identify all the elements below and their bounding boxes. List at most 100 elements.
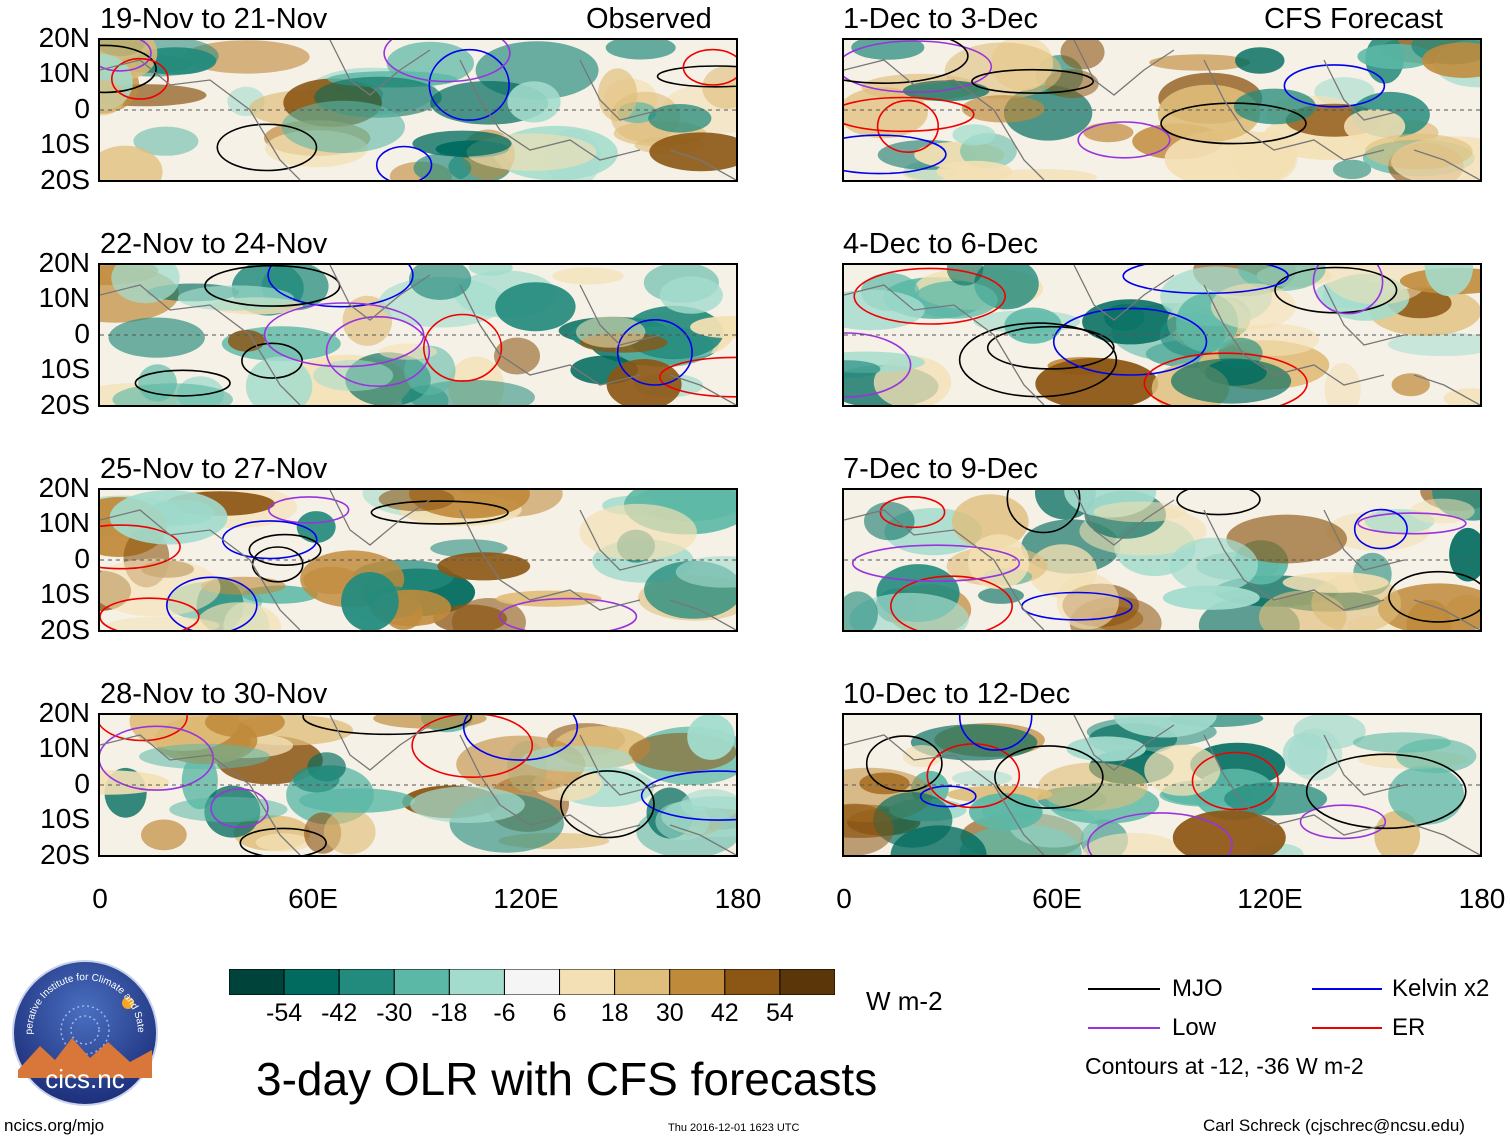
olr-anomaly-blob: [298, 788, 415, 813]
map-panel-obs-1: [98, 38, 738, 182]
lat-label: 10S: [40, 803, 90, 834]
olr-anomaly-blob: [133, 126, 199, 156]
coastline: [100, 265, 736, 405]
wave-contour: [100, 40, 152, 72]
olr-anomaly-blob: [649, 132, 736, 172]
map-panel-obs-4: [98, 713, 738, 857]
olr-field: [100, 715, 736, 855]
legend-swatch-kelvin: [1312, 988, 1382, 990]
legend-label-mjo: MJO: [1172, 975, 1223, 1002]
olr-anomaly-blob: [1287, 728, 1343, 781]
olr-anomaly-blob: [111, 265, 180, 304]
olr-anomaly-blob: [1352, 732, 1452, 753]
olr-field: [844, 265, 1480, 405]
olr-anomaly-blob: [1169, 537, 1258, 593]
olr-anomaly-blob: [379, 343, 438, 360]
colorbar-tick: -54: [266, 999, 303, 1027]
olr-anomaly-blob: [890, 825, 987, 855]
wave-contour: [411, 715, 534, 778]
wave-contour: [656, 65, 736, 88]
lat-label: 10S: [40, 353, 90, 384]
wave-contour: [111, 57, 169, 100]
wave-contour: [1353, 508, 1408, 550]
olr-anomaly-blob: [951, 494, 1029, 549]
olr-anomaly-blob: [1210, 283, 1296, 330]
colorbar-bin: [559, 969, 616, 995]
olr-anomaly-blob: [521, 745, 633, 772]
olr-anomaly-blob: [1424, 265, 1474, 297]
olr-anomaly-blob: [952, 124, 996, 146]
olr-anomaly-blob: [1082, 832, 1185, 855]
wave-contour: [844, 40, 993, 93]
olr-anomaly-blob: [851, 40, 925, 60]
olr-anomaly-blob: [912, 280, 998, 319]
olr-anomaly-blob: [597, 68, 638, 122]
wave-contour: [682, 48, 736, 86]
olr-anomaly-blob: [984, 169, 1097, 180]
olr-anomaly-blob: [1113, 715, 1217, 738]
wave-contour: [1077, 121, 1171, 159]
wave-contour: [325, 315, 431, 388]
footer-author: Carl Schreck (cjschrec@ncsu.edu): [1203, 1116, 1465, 1135]
colorbar-tick: 6: [552, 999, 567, 1027]
panel-title-obs-2: 22-Nov to 24-Nov: [100, 228, 328, 260]
panel-title-fcst-1: 1-Dec to 3-Dec: [843, 3, 1039, 35]
main-title: 3-day OLR with CFS forecasts: [256, 1053, 878, 1105]
olr-anomaly-blob: [1162, 585, 1260, 610]
olr-anomaly-blob: [437, 552, 531, 581]
wave-contour: [890, 575, 1013, 630]
olr-field: [100, 265, 736, 405]
wave-contour: [302, 715, 473, 736]
wave-contour: [499, 597, 638, 630]
olr-anomaly-blob: [255, 833, 311, 852]
olr-anomaly-blob: [952, 770, 1013, 787]
legend-label-er: ER: [1392, 1014, 1426, 1041]
wave-contour: [100, 524, 181, 570]
wave-contour: [844, 40, 969, 84]
wave-contour: [1143, 352, 1308, 405]
legend-label-kelvin: Kelvin x2: [1392, 975, 1490, 1002]
olr-anomaly-blob: [323, 809, 376, 855]
olr-anomaly-blob: [1282, 572, 1389, 593]
colorbar-tick: 54: [766, 999, 794, 1027]
olr-anomaly-blob: [169, 796, 288, 823]
olr-anomaly-blob: [1171, 358, 1292, 404]
map-panel-fcst-2: [842, 263, 1482, 407]
wave-contour: [100, 597, 200, 630]
lon-label-left-60e: 60E: [288, 883, 338, 914]
wave-contour: [100, 715, 188, 742]
wave-contour: [1312, 265, 1384, 315]
panel-title-fcst-2: 4-Dec to 6-Dec: [843, 228, 1039, 260]
olr-field: [100, 40, 736, 180]
lat-label: 20S: [40, 839, 90, 870]
lat-label: 0: [74, 543, 90, 574]
olr-anomaly-blob: [1443, 388, 1480, 405]
olr-anomaly-blob: [139, 743, 270, 770]
coastline: [100, 715, 736, 855]
olr-anomaly-blob: [183, 40, 310, 74]
colorbar-tick: -6: [493, 999, 516, 1027]
legend-swatch-low: [1088, 1027, 1160, 1029]
observed-label: Observed: [586, 3, 712, 35]
colorbar-bin: [393, 969, 450, 995]
olr-anomaly-blob: [1157, 84, 1261, 143]
olr-anomaly-blob: [100, 770, 170, 795]
wave-contour: [1388, 570, 1480, 623]
wave-contour: [986, 325, 1115, 370]
olr-anomaly-blob: [659, 276, 723, 314]
olr-anomaly-blob: [648, 104, 712, 133]
olr-anomaly-blob: [100, 558, 221, 617]
wave-contour: [166, 576, 258, 630]
olr-anomaly-blob: [494, 337, 540, 375]
olr-anomaly-blob: [1344, 109, 1406, 144]
olr-anomaly-blob: [109, 490, 228, 545]
lat-label: 0: [74, 768, 90, 799]
wave-contour: [640, 770, 736, 821]
olr-anomaly-blob: [1391, 373, 1430, 397]
colorbar-bin: [229, 969, 285, 995]
wave-contour: [844, 96, 975, 133]
wave-contour: [971, 68, 1095, 94]
olr-anomaly-blob: [1410, 498, 1475, 524]
wave-contour: [1305, 753, 1467, 830]
wave-contour: [559, 770, 655, 839]
